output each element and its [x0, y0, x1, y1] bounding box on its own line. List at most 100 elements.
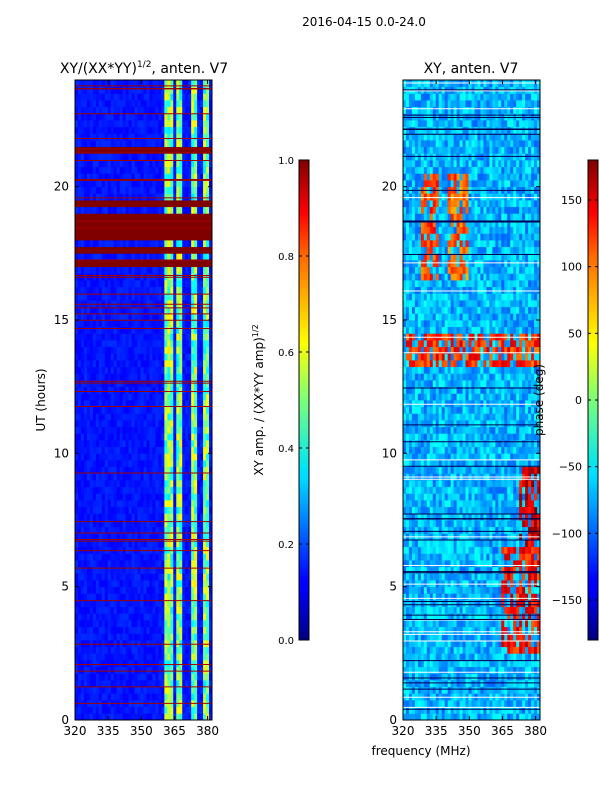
heatmap-cell [134, 520, 138, 528]
heatmap-cell [161, 493, 165, 501]
heatmap-cell [185, 133, 189, 141]
heatmap-cell [143, 713, 147, 720]
heatmap-cell [197, 513, 201, 521]
heatmap-cell [131, 233, 135, 241]
heatmap-cell [137, 126, 141, 134]
heatmap-cell [110, 593, 115, 601]
heatmap-cell [182, 500, 186, 508]
heatmap-cell [164, 446, 168, 454]
heatmap-cell [167, 646, 171, 654]
heatmap-cell [89, 193, 94, 201]
heatmap-cell [134, 693, 138, 701]
heatmap-cell [200, 586, 204, 594]
heatmap-cell [131, 226, 135, 234]
heatmap-cell [188, 413, 192, 421]
heatmap-cell [104, 420, 109, 428]
heatmap-cell [80, 140, 85, 148]
heatmap-cell [408, 493, 413, 501]
heatmap-cell [98, 433, 103, 441]
heatmap-cell [86, 266, 91, 274]
heatmap-cell [414, 433, 419, 441]
heatmap-cell [176, 106, 180, 114]
heatmap-cell [122, 586, 127, 594]
heatmap-cell [95, 280, 100, 288]
heatmap-cell [191, 613, 195, 621]
heatmap-cell [170, 480, 174, 488]
heatmap-cell [194, 653, 198, 661]
heatmap-cell [185, 580, 189, 588]
heatmap-cell [203, 213, 207, 221]
heatmap-cell [167, 460, 171, 468]
heatmap-cell [92, 146, 97, 154]
heatmap-cell [167, 313, 171, 321]
heatmap-cell [405, 353, 410, 361]
heatmap-cell [203, 573, 207, 581]
heatmap-cell [125, 286, 130, 294]
heatmap-cell [176, 466, 180, 474]
heatmap-cell [140, 306, 144, 314]
heatmap-cell [161, 386, 165, 394]
heatmap-cell [191, 240, 195, 248]
heatmap-cell [403, 560, 407, 568]
heatmap-cell [188, 360, 192, 368]
heatmap-cell [95, 486, 100, 494]
heatmap-cell [89, 626, 94, 634]
heatmap-cell [185, 206, 189, 214]
heatmap-cell [140, 260, 144, 268]
heatmap-cell [414, 373, 419, 381]
heatmap-cell [161, 440, 165, 448]
heatmap-cell [185, 213, 189, 221]
heatmap-cell [110, 266, 115, 274]
heatmap-cell [131, 560, 135, 568]
heatmap-cell [197, 473, 201, 481]
heatmap-cell [155, 280, 159, 288]
heatmap-cell [411, 80, 416, 88]
heatmap-cell [152, 373, 156, 381]
heatmap-cell [77, 433, 82, 441]
heatmap-cell [200, 693, 204, 701]
heatmap-cell [403, 146, 407, 154]
heatmap-cell [75, 180, 79, 188]
heatmap-cell [92, 226, 97, 234]
heatmap-cell [98, 153, 103, 161]
heatmap-cell [95, 186, 100, 194]
heatmap-cell [125, 713, 130, 720]
heatmap-cell [152, 393, 156, 401]
heatmap-cell [191, 640, 195, 648]
heatmap-cell [116, 253, 121, 261]
heatmap-cell [411, 286, 416, 294]
heatmap-cell [116, 540, 121, 548]
heatmap-cell [143, 400, 147, 408]
heatmap-cell [110, 526, 115, 534]
heatmap-cell [408, 393, 413, 401]
heatmap-cell [101, 160, 106, 168]
heatmap-cell [405, 246, 410, 254]
heatmap-cell [137, 480, 141, 488]
heatmap-cell [98, 166, 103, 174]
heatmap-cell [173, 126, 177, 134]
heatmap-cell [128, 706, 132, 714]
heatmap-cell [89, 586, 94, 594]
heatmap-cell [80, 293, 85, 301]
heatmap-cell [128, 193, 132, 201]
heatmap-cell [122, 580, 127, 588]
heatmap-cell [89, 100, 94, 108]
heatmap-cell [137, 360, 141, 368]
heatmap-cell [158, 473, 162, 481]
heatmap-cell [143, 480, 147, 488]
heatmap-cell [405, 340, 410, 348]
heatmap-cell [197, 713, 201, 720]
heatmap-cell [140, 400, 144, 408]
heatmap-cell [95, 606, 100, 614]
heatmap-cell [89, 346, 94, 354]
heatmap-cell [86, 260, 91, 268]
heatmap-cell [77, 280, 82, 288]
heatmap-cell [203, 253, 207, 261]
heatmap-cell [203, 566, 207, 574]
heatmap-cell [179, 706, 183, 714]
heatmap-cell [191, 473, 195, 481]
heatmap-cell [152, 453, 156, 461]
heatmap-cell [179, 580, 183, 588]
heatmap-cell [104, 233, 109, 241]
heatmap-cell [414, 580, 419, 588]
